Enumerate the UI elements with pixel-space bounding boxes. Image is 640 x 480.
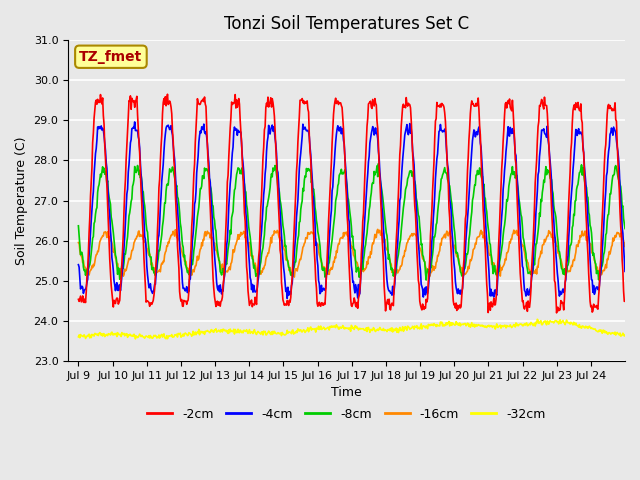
Title: Tonzi Soil Temperatures Set C: Tonzi Soil Temperatures Set C (224, 15, 469, 33)
X-axis label: Time: Time (332, 386, 362, 399)
Y-axis label: Soil Temperature (C): Soil Temperature (C) (15, 136, 28, 265)
Legend: -2cm, -4cm, -8cm, -16cm, -32cm: -2cm, -4cm, -8cm, -16cm, -32cm (142, 403, 551, 425)
Text: TZ_fmet: TZ_fmet (79, 50, 143, 64)
